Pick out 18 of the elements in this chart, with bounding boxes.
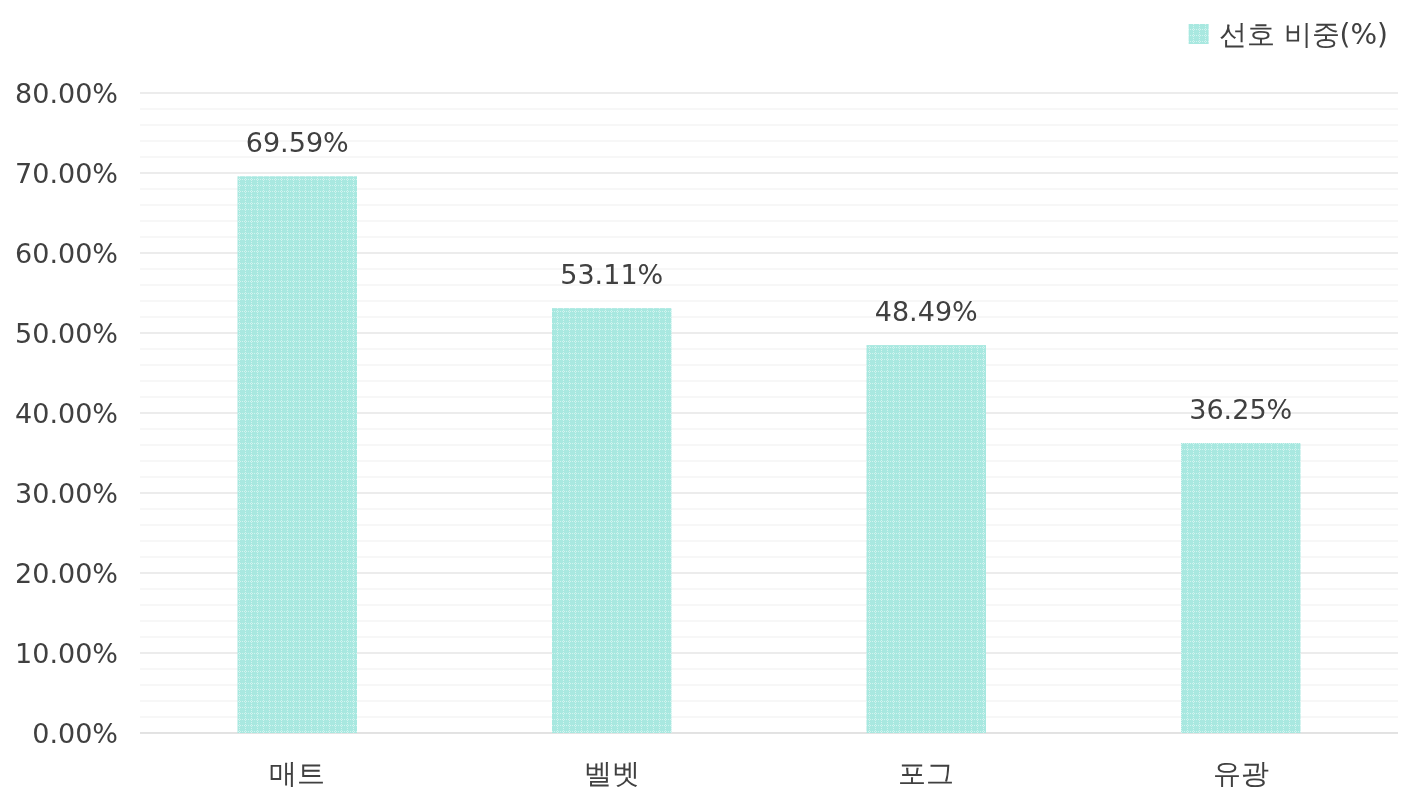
x-tick-label: 매트 — [269, 757, 326, 790]
data-label: 69.59% — [245, 127, 349, 159]
y-tick-label: 20.00% — [15, 558, 118, 589]
y-tick-label: 10.00% — [15, 638, 118, 669]
data-label: 48.49% — [874, 296, 978, 328]
y-tick-label: 60.00% — [15, 238, 118, 269]
x-tick-label: 벨벳 — [583, 757, 640, 790]
y-tick-label: 80.00% — [15, 78, 118, 109]
y-tick-label: 0.00% — [32, 718, 118, 749]
y-tick-label: 30.00% — [15, 478, 118, 509]
y-tick-label: 40.00% — [15, 398, 118, 429]
y-tick-label: 70.00% — [15, 158, 118, 189]
x-tick-label: 포그 — [898, 757, 955, 790]
data-label: 36.25% — [1189, 394, 1293, 425]
y-tick-label: 50.00% — [15, 318, 118, 349]
data-label: 53.11% — [560, 259, 664, 291]
legend: 선호 비중(%) — [1188, 18, 1388, 51]
x-tick-label: 유광 — [1212, 757, 1269, 790]
